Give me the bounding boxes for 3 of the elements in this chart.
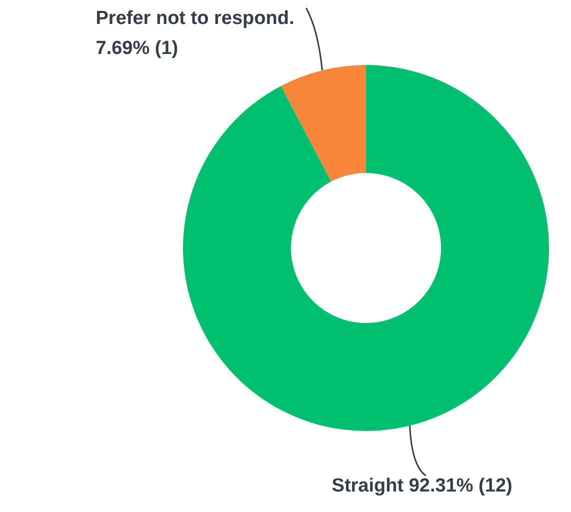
slice-label: Prefer not to respond. [96, 8, 294, 29]
data-label: 7.69% (1) [96, 38, 178, 59]
slice-label: Straight 92.31% (12) [332, 476, 512, 497]
